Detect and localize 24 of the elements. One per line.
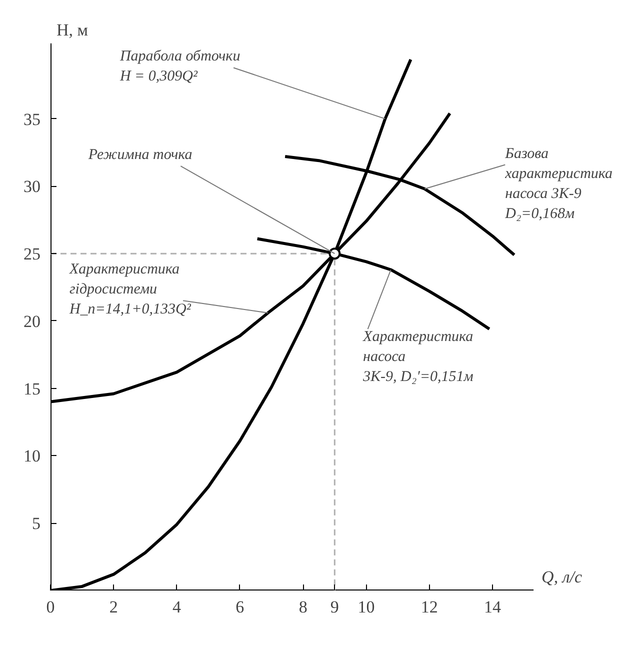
x-axis-title: Q, л/с bbox=[542, 568, 582, 586]
y-tick-label: 10 bbox=[24, 446, 40, 466]
annotation: Базова характеристика насоса 3К-9 D₂=0,168м bbox=[504, 146, 613, 222]
y-axis-title: H, м bbox=[56, 20, 88, 40]
y-tick-label: 25 bbox=[24, 244, 40, 264]
x-tick-label: 12 bbox=[420, 598, 438, 616]
annotation: Парабола обточки H = 0,309Q² bbox=[118, 48, 240, 85]
x-tick-label: 6 bbox=[236, 598, 244, 616]
line-series bbox=[256, 237, 491, 331]
x-tick-label: 9 bbox=[330, 598, 339, 616]
x-tick-label: 0 bbox=[46, 598, 55, 616]
x-tick-label: 4 bbox=[172, 598, 182, 616]
x-tick-label: 2 bbox=[109, 598, 118, 616]
annotation: Режимна точка bbox=[87, 147, 192, 164]
y-tick-label: 30 bbox=[24, 177, 40, 196]
x-tick-label: 10 bbox=[358, 598, 375, 616]
y-tick-label: 5 bbox=[32, 514, 40, 534]
y-tick-label: 15 bbox=[24, 379, 40, 398]
y-tick-label: 35 bbox=[24, 110, 40, 129]
y-tick-label: 20 bbox=[24, 312, 40, 331]
x-tick-label: 14 bbox=[484, 598, 502, 616]
annotation: Характеристика насоса 3К-9, D₂′=0,151м bbox=[362, 329, 474, 386]
annotation: Характеристика гідросистеми H_п=14,1+0,133Q² bbox=[68, 262, 192, 318]
x-tick-label: 8 bbox=[298, 598, 308, 616]
